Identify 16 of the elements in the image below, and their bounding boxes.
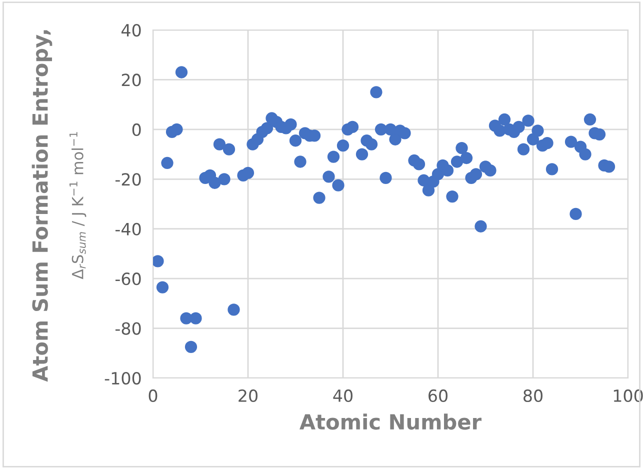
y-tick-label: 40 (121, 24, 141, 37)
y-tick-label: -40 (115, 222, 141, 236)
y-tick-label: -100 (104, 372, 141, 385)
y-tick-label: 20 (122, 74, 141, 86)
y-tick-label: -20 (115, 173, 141, 186)
x-tick-label: 100 (614, 389, 643, 402)
y-tick-label: -80 (115, 322, 141, 335)
x-tick-label: 60 (428, 389, 448, 402)
x-axis-title: Atomic Number (300, 414, 482, 430)
x-tick-label: 20 (238, 389, 258, 402)
x-tick-label: 40 (333, 389, 352, 402)
x-tick-label: 80 (524, 389, 542, 402)
x-tick-label: 0 (148, 389, 158, 402)
y-tick-label: 0 (132, 123, 141, 136)
text: Atom Sum Formation Entropy, Δ$_{r}$S$_{sum}$ / J K$^{−1}$ mol$^{−1}$ (32, 30, 86, 382)
y-tick-label: -60 (115, 272, 141, 286)
